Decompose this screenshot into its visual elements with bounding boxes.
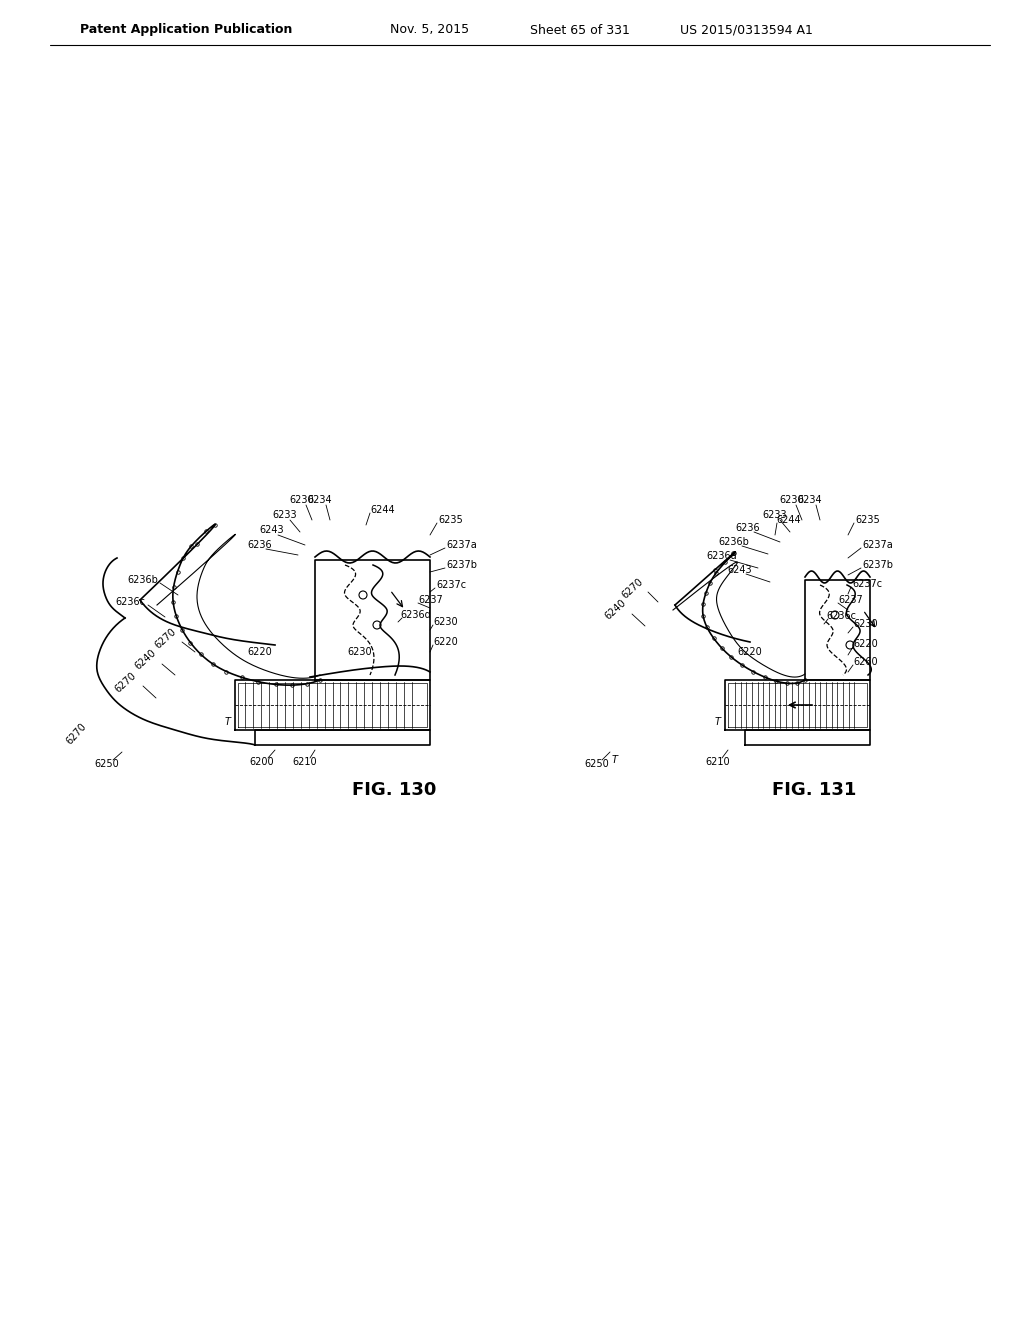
Text: 6236c: 6236c (826, 611, 856, 620)
Text: 6244: 6244 (370, 506, 394, 515)
Text: 6270: 6270 (620, 576, 645, 601)
Text: 6250: 6250 (94, 759, 120, 770)
Text: 6230: 6230 (348, 647, 373, 657)
Text: 6260: 6260 (853, 657, 878, 667)
Text: 6210: 6210 (293, 756, 317, 767)
Text: T: T (612, 755, 618, 766)
Text: 6233: 6233 (763, 510, 787, 520)
Text: T: T (225, 717, 231, 727)
Text: 6240: 6240 (603, 598, 628, 622)
Text: 6230: 6230 (779, 495, 804, 506)
Text: 6210: 6210 (706, 756, 730, 767)
Text: Patent Application Publication: Patent Application Publication (80, 24, 293, 37)
Text: Nov. 5, 2015: Nov. 5, 2015 (390, 24, 469, 37)
Text: 6243: 6243 (260, 525, 285, 535)
Text: 6237a: 6237a (862, 540, 893, 550)
Text: 6236b: 6236b (127, 576, 158, 585)
Text: 6235: 6235 (855, 515, 880, 525)
Text: 6200: 6200 (250, 756, 274, 767)
Text: 6237: 6237 (838, 595, 863, 605)
Text: 6220: 6220 (737, 647, 763, 657)
Text: 6237a: 6237a (446, 540, 477, 550)
Text: 6244: 6244 (776, 515, 801, 525)
Text: 6220: 6220 (433, 638, 458, 647)
Text: Sheet 65 of 331: Sheet 65 of 331 (530, 24, 630, 37)
Text: 6220: 6220 (248, 647, 272, 657)
Text: 6243: 6243 (728, 565, 753, 576)
Text: 6230: 6230 (853, 619, 878, 630)
Text: 6236b: 6236b (719, 537, 750, 546)
Text: 6236d: 6236d (400, 610, 431, 620)
Text: 6230: 6230 (433, 616, 458, 627)
Text: FIG. 131: FIG. 131 (772, 781, 856, 799)
Text: 6233: 6233 (272, 510, 297, 520)
Text: 6237c: 6237c (852, 579, 882, 589)
Text: 6235: 6235 (438, 515, 463, 525)
Text: 6236: 6236 (248, 540, 272, 550)
Text: 6237: 6237 (418, 595, 442, 605)
Text: 6237c: 6237c (436, 579, 466, 590)
Text: 6220: 6220 (853, 639, 878, 649)
Text: FIG. 130: FIG. 130 (352, 781, 436, 799)
Text: 6236: 6236 (735, 523, 760, 533)
Text: 6234: 6234 (307, 495, 333, 506)
Text: 6240: 6240 (133, 648, 158, 672)
Text: 6236a: 6236a (707, 550, 737, 561)
Text: 6270: 6270 (65, 722, 88, 747)
Text: 6237b: 6237b (862, 560, 893, 570)
Text: 6230: 6230 (290, 495, 314, 506)
Text: 6270: 6270 (153, 626, 178, 649)
Text: 6250: 6250 (585, 759, 609, 770)
Text: 6234: 6234 (798, 495, 822, 506)
Text: US 2015/0313594 A1: US 2015/0313594 A1 (680, 24, 813, 37)
Text: 6270: 6270 (113, 671, 138, 694)
Text: 6236c: 6236c (115, 597, 145, 607)
Text: T: T (715, 717, 721, 727)
Text: 6237b: 6237b (446, 560, 477, 570)
